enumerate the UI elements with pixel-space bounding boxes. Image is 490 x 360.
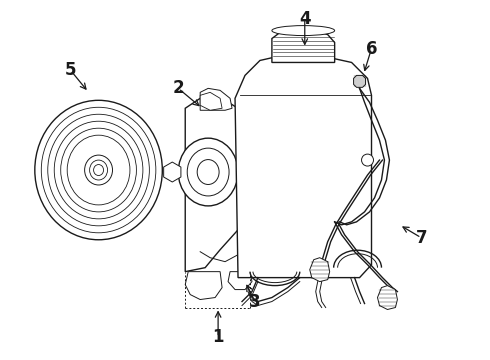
Text: 5: 5 <box>65 62 76 80</box>
Ellipse shape <box>94 165 103 176</box>
Text: 7: 7 <box>416 229 427 247</box>
Text: 6: 6 <box>366 40 377 58</box>
Circle shape <box>362 154 373 166</box>
Polygon shape <box>164 162 181 182</box>
Polygon shape <box>200 92 222 110</box>
Ellipse shape <box>197 159 219 184</box>
Text: 3: 3 <box>249 293 261 311</box>
Polygon shape <box>272 31 335 62</box>
Ellipse shape <box>35 100 162 240</box>
Ellipse shape <box>272 26 335 36</box>
Ellipse shape <box>85 155 113 185</box>
Ellipse shape <box>178 138 238 206</box>
Ellipse shape <box>187 148 229 196</box>
Polygon shape <box>185 95 252 272</box>
Text: 2: 2 <box>172 79 184 97</box>
Text: 1: 1 <box>212 328 224 346</box>
Text: 4: 4 <box>299 10 311 28</box>
Polygon shape <box>377 285 397 310</box>
Polygon shape <box>354 75 366 87</box>
Polygon shape <box>310 258 330 282</box>
Polygon shape <box>235 55 371 278</box>
Polygon shape <box>200 88 232 110</box>
Polygon shape <box>228 272 252 289</box>
Polygon shape <box>185 272 222 300</box>
